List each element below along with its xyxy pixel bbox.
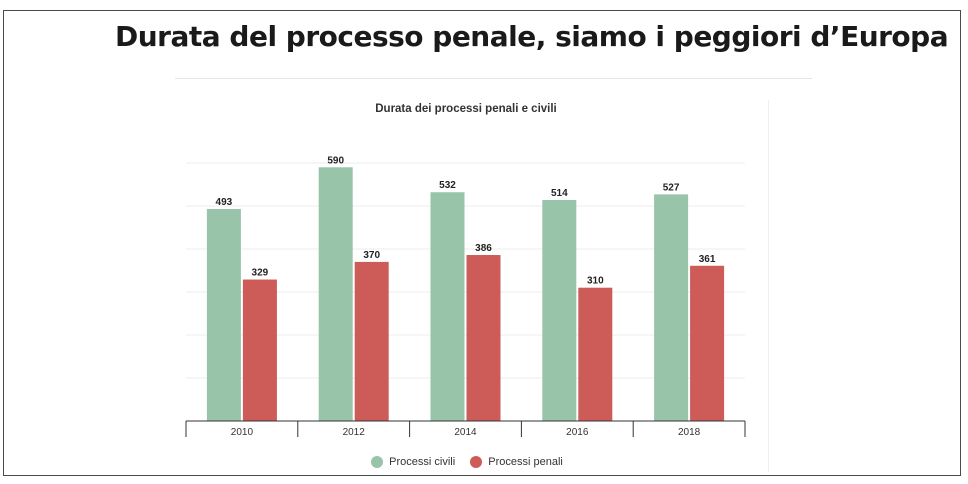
page-headline: Durata del processo penale, siamo i pegg… — [115, 20, 949, 53]
bar-penali-2018 — [690, 265, 725, 421]
data-label-penali-2014: 386 — [475, 243, 492, 254]
data-label-civili-2018: 527 — [663, 182, 680, 193]
bar-civili-2016 — [542, 199, 577, 421]
data-label-civili-2016: 514 — [551, 188, 568, 199]
legend-item-civili[interactable]: Processi civili — [371, 456, 455, 468]
bar-civili-2012 — [318, 167, 353, 421]
bar-civili-2014 — [430, 192, 465, 421]
bar-penali-2014 — [466, 255, 501, 421]
x-tick-label-2014: 2014 — [454, 427, 477, 438]
bar-penali-2012 — [354, 261, 389, 421]
legend-label-penali: Processi penali — [488, 456, 563, 468]
legend-swatch-penali — [470, 456, 483, 468]
side-divider — [768, 100, 769, 472]
data-label-penali-2016: 310 — [587, 276, 604, 287]
data-label-penali-2010: 329 — [252, 268, 269, 279]
legend-swatch-civili — [371, 456, 384, 468]
chart-legend: Processi civili Processi penali — [0, 456, 934, 471]
bar-civili-2018 — [654, 194, 689, 421]
x-tick-label-2016: 2016 — [566, 427, 589, 438]
data-label-civili-2010: 493 — [216, 197, 233, 208]
data-label-civili-2012: 590 — [327, 155, 344, 166]
x-tick-label-2012: 2012 — [343, 427, 366, 438]
legend-label-civili: Processi civili — [389, 456, 456, 468]
data-label-civili-2014: 532 — [439, 180, 456, 191]
bar-penali-2010 — [242, 279, 277, 421]
legend-item-penali[interactable]: Processi penali — [470, 456, 563, 468]
data-label-penali-2018: 361 — [699, 254, 716, 265]
x-tick-label-2018: 2018 — [678, 427, 701, 438]
x-tick-label-2010: 2010 — [231, 427, 254, 438]
headline-divider — [175, 78, 812, 79]
chart-title: Durata dei processi penali e civili — [375, 103, 557, 115]
bar-penali-2016 — [578, 287, 613, 421]
bar-civili-2010 — [206, 209, 241, 421]
data-label-penali-2012: 370 — [363, 250, 380, 261]
